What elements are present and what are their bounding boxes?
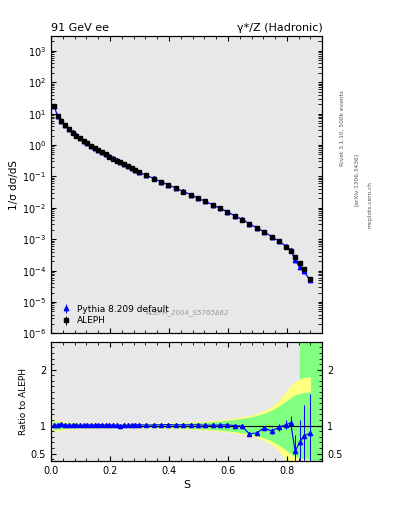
X-axis label: S: S [183,480,190,490]
Bar [300,342,322,461]
Text: 91 GeV ee: 91 GeV ee [51,23,109,33]
Y-axis label: 1/σ dσ/dS: 1/σ dσ/dS [9,160,19,209]
Text: γ*/Z (Hadronic): γ*/Z (Hadronic) [237,23,322,33]
Y-axis label: Ratio to ALEPH: Ratio to ALEPH [19,368,28,435]
Text: ALEPH_2004_S5765862: ALEPH_2004_S5765862 [145,309,228,315]
Text: [arXiv:1306.3436]: [arXiv:1306.3436] [354,153,359,206]
Text: mcplots.cern.ch: mcplots.cern.ch [367,181,373,228]
Legend: Pythia 8.209 default, ALEPH: Pythia 8.209 default, ALEPH [55,301,173,329]
Text: Rivet 3.1.10, 500k events: Rivet 3.1.10, 500k events [340,90,345,166]
